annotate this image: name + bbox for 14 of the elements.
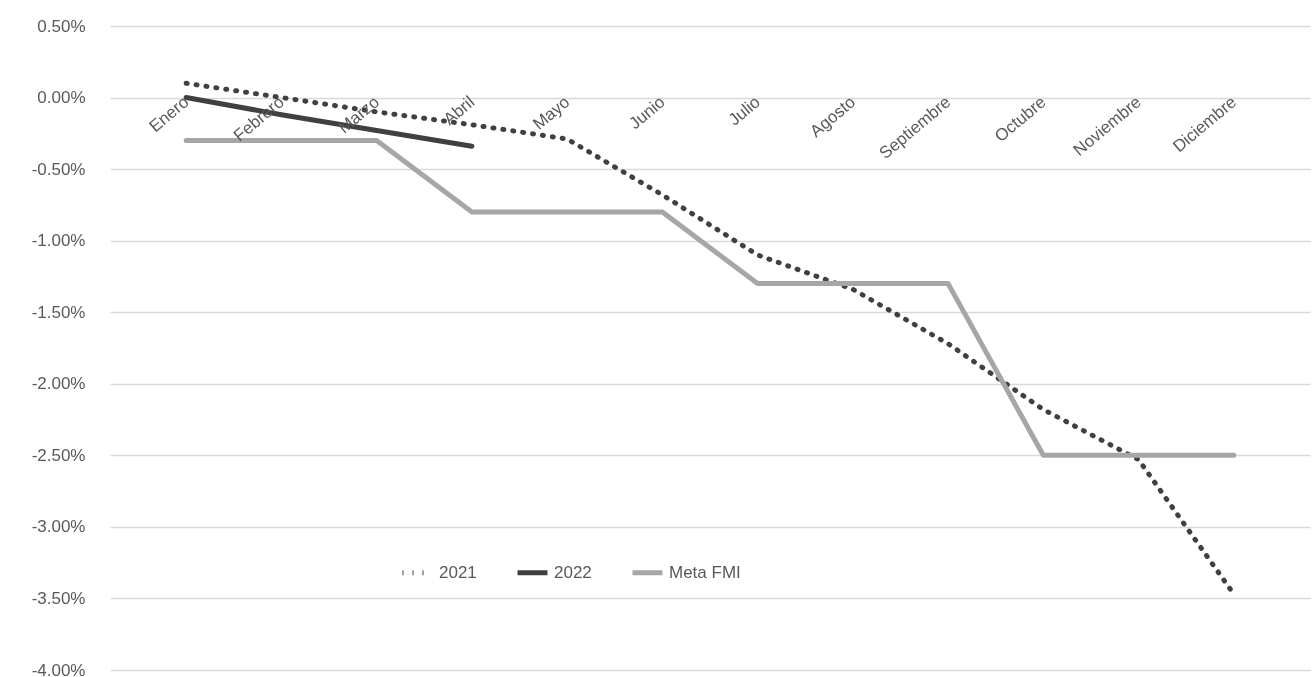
x-tick-label: Julio [724,92,764,130]
y-tick-label: 0.00% [37,88,86,108]
legend-label: 2022 [554,562,592,582]
y-tick-label: -4.00% [31,660,86,677]
y-tick-label: -2.00% [31,374,86,394]
y-tick-label: -2.50% [31,445,86,465]
legend-label: Meta FMI [669,562,741,582]
y-tick-label: 0.50% [37,16,86,36]
y-tick-label: -0.50% [31,159,86,179]
y-tick-label: -3.50% [31,588,86,608]
legend-label: 2021 [439,562,477,582]
y-tick-label: -1.50% [31,302,86,322]
y-tick-label: -1.00% [31,231,86,251]
y-tick-label: -3.00% [31,517,86,537]
